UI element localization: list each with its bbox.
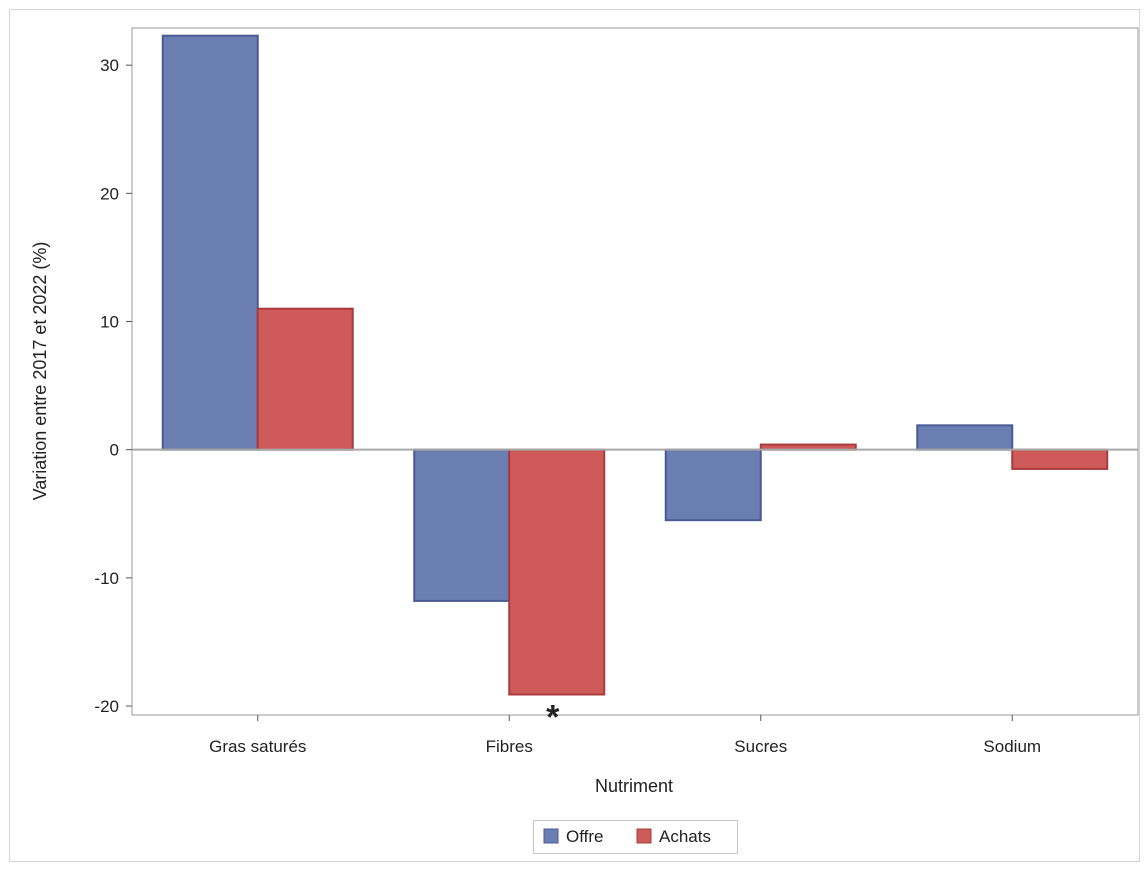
x-tick-label: Gras saturés bbox=[209, 737, 306, 756]
y-axis-title: Variation entre 2017 et 2022 (%) bbox=[30, 242, 50, 501]
legend-frame bbox=[533, 820, 738, 854]
y-tick-label: 10 bbox=[100, 313, 119, 332]
legend: Offre Achats bbox=[533, 820, 738, 854]
legend-label-offre: Offre bbox=[566, 827, 603, 846]
y-tick-label: 20 bbox=[100, 184, 119, 203]
x-tick-label: Sucres bbox=[734, 737, 787, 756]
outer-border bbox=[9, 9, 1140, 862]
legend-swatch-achats bbox=[636, 828, 652, 844]
significance-marker: * bbox=[546, 698, 560, 736]
x-tick-label: Fibres bbox=[486, 737, 533, 756]
y-tick-label: -10 bbox=[94, 569, 119, 588]
bar-offre-2 bbox=[664, 448, 762, 522]
x-axis-title: Nutriment bbox=[595, 776, 673, 796]
y-tick-label: 0 bbox=[110, 441, 119, 460]
x-tick-label: Sodium bbox=[983, 737, 1041, 756]
y-tick-label: 30 bbox=[100, 56, 119, 75]
plot-frame bbox=[131, 27, 1139, 716]
bar-achats-0 bbox=[256, 307, 354, 451]
bar-offre-3 bbox=[916, 424, 1014, 451]
legend-swatch-offre bbox=[543, 828, 559, 844]
legend-label-achats: Achats bbox=[659, 827, 711, 846]
bar-offre-0 bbox=[161, 34, 259, 451]
bar-achats-3 bbox=[1011, 448, 1109, 470]
bar-offre-1 bbox=[413, 448, 511, 602]
y-tick-label: -20 bbox=[94, 697, 119, 716]
bar-achats-1 bbox=[508, 448, 606, 696]
